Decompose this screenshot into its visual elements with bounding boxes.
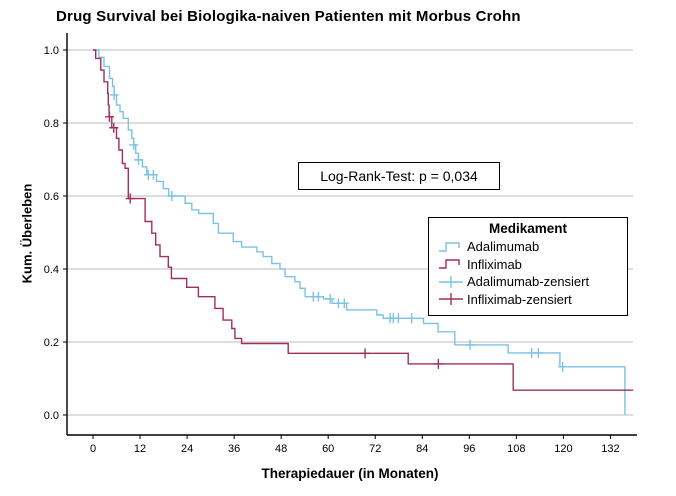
x-tick-label: 96 xyxy=(463,443,475,455)
adalimumab-censor-mark xyxy=(339,298,349,309)
y-axis-title: Kum. Überleben xyxy=(19,183,35,284)
legend-title: Medikament xyxy=(488,221,568,236)
infliximab-survival-curve xyxy=(93,49,634,391)
adalimumab-censor-mark xyxy=(313,291,323,302)
x-tick-label: 24 xyxy=(181,443,193,455)
adalimumab-censor-mark xyxy=(558,361,568,372)
adalimumab-censor-mark xyxy=(393,313,403,324)
legend-item: Infliximab-zensiert xyxy=(429,291,627,309)
y-tick-label: 0.6 xyxy=(44,191,59,203)
infliximab-censor-mark xyxy=(360,348,370,359)
infliximab-censor-mark xyxy=(433,358,443,369)
adalimumab-censor-mark xyxy=(129,139,139,150)
y-tick-label: 1.0 xyxy=(44,45,59,57)
adalimumab-survival-curve xyxy=(93,49,626,415)
legend: Medikament Adalimumab Infliximab Adalimuma… xyxy=(428,217,628,316)
x-tick-label: 120 xyxy=(554,443,572,455)
legend-items: Adalimumab Infliximab Adalimumab-zensiert I… xyxy=(429,238,627,308)
legend-item-label: Infliximab xyxy=(467,256,522,272)
infliximab-censor-mark xyxy=(125,193,135,204)
adalimumab-censor-mark xyxy=(109,89,119,100)
adalimumab-censor-mark xyxy=(167,191,177,201)
step-line-symbol xyxy=(439,259,460,269)
legend-item-label: Adalimumab xyxy=(467,239,540,255)
censor-plus-symbol xyxy=(439,293,463,306)
log-rank-text: Log-Rank-Test: p = 0,034 xyxy=(320,168,478,184)
x-tick-label: 72 xyxy=(369,443,381,455)
y-tick-label: 0.4 xyxy=(44,264,59,276)
adalimumab-censor-mark xyxy=(133,154,143,165)
censor-plus-symbol xyxy=(439,275,463,288)
y-tick-label: 0.8 xyxy=(44,118,59,130)
legend-item: Adalimumab-zensiert xyxy=(429,273,627,291)
adalimumab-censor-mark xyxy=(407,313,417,324)
x-tick-label: 0 xyxy=(90,443,96,455)
legend-item-label: Adalimumab-zensiert xyxy=(467,274,590,290)
x-tick-label: 84 xyxy=(416,443,428,455)
x-tick-label: 48 xyxy=(275,443,287,455)
legend-item: Adalimumab xyxy=(429,238,627,256)
y-tick-label: 0.0 xyxy=(44,410,59,422)
x-tick-label: 132 xyxy=(601,443,619,455)
x-tick-label: 60 xyxy=(322,443,334,455)
step-line-symbol xyxy=(439,242,460,252)
legend-item: Infliximab xyxy=(429,256,627,274)
x-tick-label: 36 xyxy=(228,443,240,455)
adalimumab-censor-mark xyxy=(325,293,335,304)
infliximab-censor-mark xyxy=(104,111,114,122)
log-rank-annotation: Log-Rank-Test: p = 0,034 xyxy=(298,162,500,190)
adalimumab-censor-mark xyxy=(533,347,543,358)
chart-title: Drug Survival bei Biologika-naiven Patie… xyxy=(56,8,521,25)
x-axis-title: Therapiedauer (in Monaten) xyxy=(261,466,439,481)
adalimumab-censor-mark xyxy=(465,339,475,350)
adalimumab-censor-mark xyxy=(148,169,158,180)
x-tick-label: 12 xyxy=(134,443,146,455)
y-tick-label: 0.2 xyxy=(44,337,59,349)
legend-item-label: Infliximab-zensiert xyxy=(467,291,572,307)
infliximab-censor-mark xyxy=(109,122,119,133)
x-tick-label: 108 xyxy=(507,443,525,455)
